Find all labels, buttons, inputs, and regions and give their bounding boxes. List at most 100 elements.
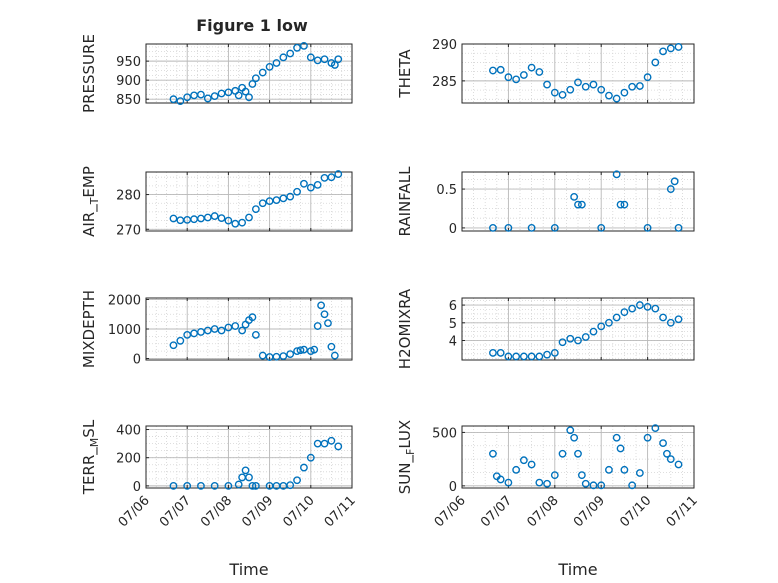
- y-tick-label: 4: [449, 335, 457, 350]
- data-point: [550, 471, 559, 480]
- data-point: [327, 436, 336, 445]
- data-point: [320, 310, 329, 319]
- x-tick-label: 07/07: [157, 493, 194, 530]
- data-point: [659, 439, 667, 448]
- data-point: [217, 326, 226, 335]
- x-tick-label: 07/08: [198, 493, 235, 530]
- data-point: [574, 200, 582, 209]
- data-point: [251, 74, 260, 83]
- data-point: [317, 301, 325, 310]
- data-point: [210, 212, 219, 220]
- data-point: [512, 465, 521, 474]
- data-point: [265, 62, 274, 71]
- data-point: [183, 331, 192, 339]
- data-point: [558, 338, 567, 347]
- data-point: [558, 90, 567, 99]
- data-point: [293, 347, 301, 356]
- data-point: [643, 223, 652, 232]
- x-axis-label: Time: [557, 560, 597, 579]
- data-point: [635, 301, 644, 309]
- data-point: [334, 442, 343, 451]
- data-point: [558, 449, 567, 458]
- data-point: [543, 80, 551, 89]
- data-point: [241, 87, 250, 96]
- data-point: [597, 481, 606, 490]
- data-point: [666, 318, 675, 327]
- axes-box: [461, 425, 695, 489]
- data-point: [176, 336, 185, 345]
- y-axis-label: H2OMIXRA: [396, 288, 414, 369]
- data-point: [620, 200, 629, 209]
- data-point: [489, 349, 497, 357]
- data-point: [519, 71, 528, 79]
- data-point: [605, 465, 613, 474]
- data-point: [577, 200, 586, 209]
- data-point: [248, 80, 257, 88]
- data-point: [251, 481, 260, 490]
- data-point: [616, 200, 625, 209]
- data-point: [245, 473, 253, 482]
- data-point: [296, 346, 305, 355]
- y-tick-label: 2000: [108, 293, 141, 308]
- data-point: [224, 216, 233, 225]
- data-point: [535, 478, 544, 487]
- data-point: [183, 93, 192, 102]
- data-point: [190, 329, 198, 338]
- data-point: [504, 223, 513, 232]
- data-point: [566, 85, 575, 94]
- data-point: [258, 351, 267, 360]
- data-point: [313, 322, 322, 330]
- data-point: [300, 345, 308, 354]
- data-point: [666, 185, 675, 193]
- data-point: [643, 73, 652, 82]
- data-point: [320, 439, 329, 448]
- data-point: [635, 469, 644, 477]
- y-axis-label: RAINFALL: [396, 166, 414, 237]
- subplot-sun_flux: 0 500 07/06 07/07 07/08 07/09 07/10 07/11 SUN_FL…: [396, 420, 701, 579]
- y-tick-label: 270: [116, 223, 141, 238]
- data-point: [306, 183, 315, 192]
- data-point: [612, 170, 621, 179]
- data-point: [651, 304, 660, 313]
- data-point: [245, 213, 253, 222]
- axes-box: [461, 297, 695, 361]
- axes-box: [461, 171, 695, 232]
- data-point: [251, 205, 260, 214]
- data-point: [612, 313, 621, 322]
- data-point: [245, 93, 253, 102]
- y-tick-label: 5: [449, 317, 457, 332]
- data-point: [272, 196, 281, 205]
- data-point: [197, 481, 205, 490]
- data-point: [496, 65, 505, 74]
- data-point: [612, 94, 621, 103]
- data-point: [169, 95, 178, 104]
- subplot-pressure: 850 900 950 PRESSURE: [80, 34, 353, 113]
- x-tick-label: 07/10: [617, 493, 654, 530]
- y-tick-label: 290: [432, 38, 457, 53]
- data-point: [327, 342, 336, 351]
- data-point: [169, 214, 178, 223]
- data-point: [570, 192, 579, 201]
- data-point: [620, 88, 629, 97]
- y-tick-label: 900: [116, 74, 141, 89]
- data-point: [519, 456, 528, 465]
- data-point: [535, 352, 544, 361]
- x-tick-label: 07/11: [664, 493, 701, 530]
- data-point: [320, 55, 329, 64]
- data-point: [605, 91, 613, 100]
- data-point: [651, 424, 660, 433]
- data-point: [241, 466, 250, 475]
- data-point: [612, 433, 621, 442]
- data-point: [635, 82, 644, 90]
- subplot-rainfall: 0 0.5 RAINFALL: [396, 166, 695, 237]
- data-point: [581, 82, 590, 91]
- data-point: [616, 444, 625, 453]
- data-point: [550, 223, 559, 232]
- data-point: [566, 426, 575, 435]
- data-point: [674, 315, 683, 324]
- data-point: [597, 85, 606, 94]
- data-point: [574, 336, 582, 345]
- data-point: [489, 223, 497, 232]
- data-point: [628, 304, 637, 313]
